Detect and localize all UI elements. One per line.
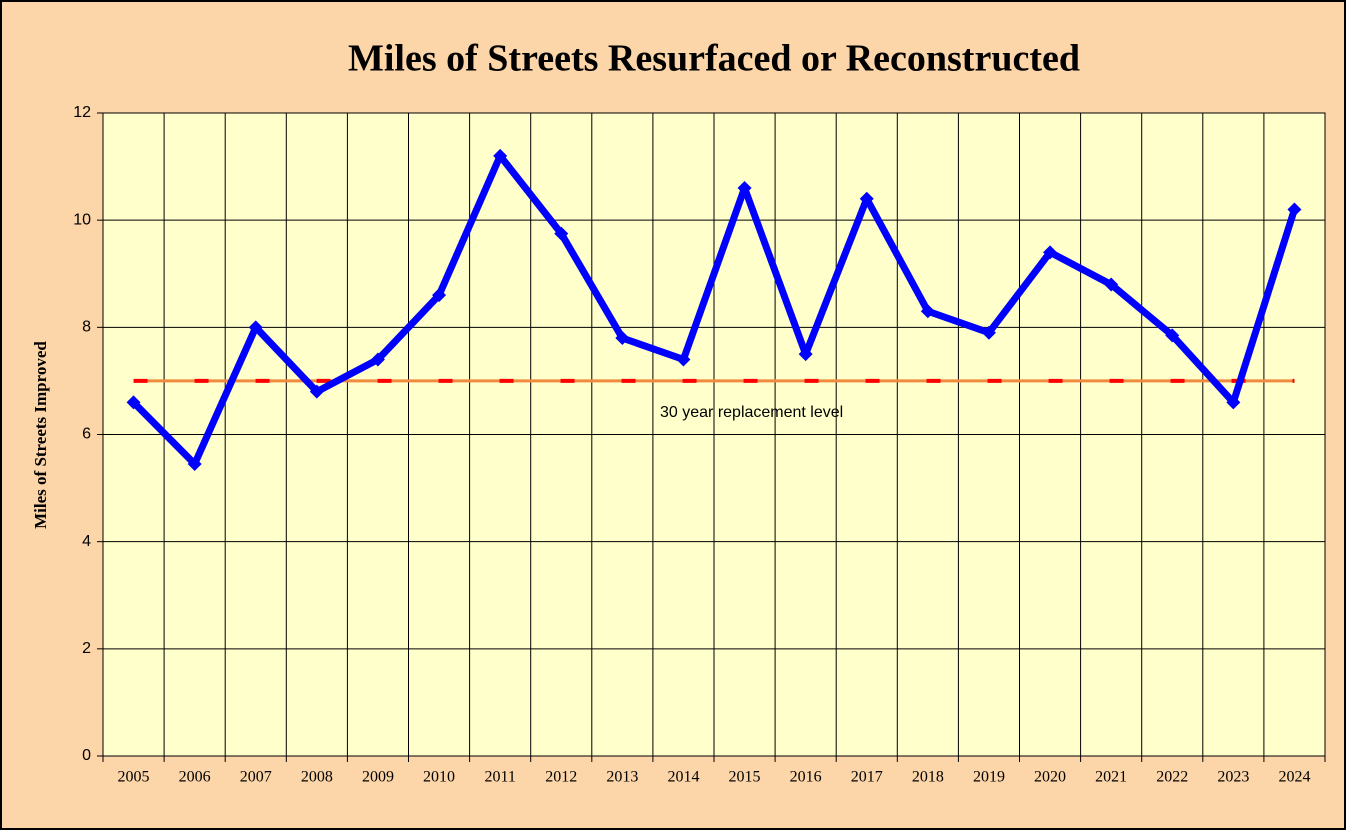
marker bbox=[859, 191, 874, 206]
marker bbox=[554, 226, 569, 241]
y-tick-label: 10 bbox=[73, 211, 91, 228]
x-tick-label: 2018 bbox=[912, 769, 944, 786]
reference-label: 30 year replacement level bbox=[660, 404, 843, 421]
marker bbox=[126, 395, 141, 410]
marker bbox=[1043, 245, 1058, 260]
x-tick-label: 2011 bbox=[484, 769, 515, 786]
x-tick-label: 2007 bbox=[240, 769, 272, 786]
x-tick-label: 2014 bbox=[667, 769, 699, 786]
x-tick-label: 2009 bbox=[362, 769, 394, 786]
marker bbox=[1226, 395, 1241, 410]
line bbox=[131, 152, 1298, 468]
x-tick-label: 2012 bbox=[545, 769, 577, 786]
y-tick-label: 2 bbox=[82, 640, 91, 657]
x-tick-label: 2015 bbox=[729, 769, 761, 786]
x-tick-label: 2019 bbox=[973, 769, 1005, 786]
y-tick-label: 12 bbox=[73, 104, 91, 121]
marker bbox=[309, 384, 324, 399]
marker bbox=[920, 304, 935, 319]
x-tick-label: 2010 bbox=[423, 769, 455, 786]
x-tick-label: 2013 bbox=[606, 769, 638, 786]
x-tick-label: 2024 bbox=[1278, 769, 1310, 786]
x-tick-label: 2005 bbox=[118, 769, 150, 786]
marker bbox=[370, 352, 385, 367]
marker bbox=[493, 148, 508, 163]
x-tick-label: 2006 bbox=[179, 769, 211, 786]
marker bbox=[1287, 202, 1302, 217]
x-tick-label: 2020 bbox=[1034, 769, 1066, 786]
x-tick-label: 2021 bbox=[1095, 769, 1127, 786]
marker bbox=[615, 331, 630, 346]
x-tick-label: 2023 bbox=[1217, 769, 1249, 786]
marker bbox=[798, 347, 813, 362]
chart-title: Miles of Streets Resurfaced or Reconstru… bbox=[348, 38, 1080, 80]
marker bbox=[187, 456, 202, 471]
y-tick-label: 6 bbox=[82, 426, 91, 443]
marker bbox=[981, 325, 996, 340]
marker bbox=[1165, 328, 1180, 343]
marker bbox=[248, 320, 263, 335]
marker bbox=[1104, 277, 1119, 292]
y-tick-label: 4 bbox=[82, 533, 91, 550]
y-tick-label: 0 bbox=[82, 747, 91, 764]
x-tick-label: 2022 bbox=[1156, 769, 1188, 786]
marker bbox=[432, 288, 447, 303]
y-axis-label: Miles of Streets Improved bbox=[31, 341, 50, 529]
y-tick-label: 8 bbox=[82, 319, 91, 336]
marker bbox=[676, 352, 691, 367]
x-tick-label: 2017 bbox=[851, 769, 883, 786]
marker bbox=[737, 181, 752, 196]
x-tick-label: 2008 bbox=[301, 769, 333, 786]
x-tick-label: 2016 bbox=[790, 769, 822, 786]
